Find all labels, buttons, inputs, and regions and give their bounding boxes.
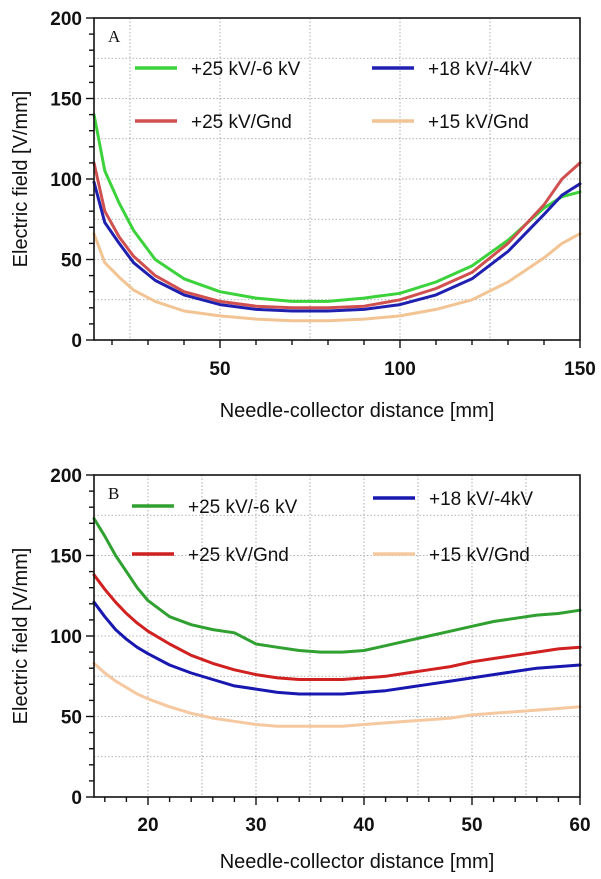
legend-item-4: +15 kV/Gnd <box>373 545 530 566</box>
legend-item-3: +25 kV/Gnd <box>132 545 289 566</box>
legend: +25 kV/-6 kV +18 kV/-4kV +25 kV/Gnd +15 kV/… <box>132 489 533 566</box>
legend-label: +15 kV/Gnd <box>428 112 529 133</box>
y-axis-title: Electric field [V/mm] <box>10 548 32 725</box>
y-tick-label: 0 <box>71 331 82 352</box>
series-line-4 <box>92 232 582 323</box>
legend-item-3: +25 kV/Gnd <box>135 112 292 133</box>
legend-label: +25 kV/Gnd <box>191 112 292 133</box>
gridlines <box>94 18 580 340</box>
x-tick-label: 100 <box>384 359 416 380</box>
y-tick-label: 50 <box>61 708 82 729</box>
y-tick-label: 150 <box>50 547 82 568</box>
y-tick-label: 100 <box>50 170 82 191</box>
y-tick-label: 50 <box>61 251 82 272</box>
y-tick-label: 100 <box>50 627 82 648</box>
legend-item-4: +15 kV/Gnd <box>372 112 529 133</box>
series-line-1 <box>92 517 582 654</box>
legend-item-1: +25 kV/-6 kV <box>132 497 298 518</box>
chart-panel-b: 0 50 100 150 200 20 30 40 50 60 Needle-collector d… <box>10 466 591 873</box>
x-tick-label: 150 <box>564 359 596 380</box>
x-tick-label: 40 <box>353 815 374 836</box>
legend-label: +25 kV/-6 kV <box>188 497 298 518</box>
legend-item-2: +18 kV/-4kV <box>372 59 532 80</box>
panel-label: B <box>108 484 119 503</box>
series-line-2 <box>92 180 582 313</box>
x-axis-title: Needle-collector distance [mm] <box>220 851 495 873</box>
y-axis-title: Electric field [V/mm] <box>10 91 32 268</box>
legend-label: +25 kV/Gnd <box>188 545 289 566</box>
y-tick-label: 200 <box>50 9 82 30</box>
series-line-3 <box>92 573 582 681</box>
y-tick-label: 150 <box>50 90 82 111</box>
x-tick-label: 50 <box>209 359 230 380</box>
series-line-4 <box>92 661 582 728</box>
x-tick-label: 20 <box>137 815 158 836</box>
legend-label: +15 kV/Gnd <box>429 545 530 566</box>
chart-panel-a: 0 50 100 150 200 50 100 150 Needle-collector dis… <box>10 9 596 422</box>
legend-item-2: +18 kV/-4kV <box>373 489 533 510</box>
y-tick-label: 200 <box>50 466 82 487</box>
gridlines <box>94 475 580 797</box>
x-tick-label: 60 <box>569 815 590 836</box>
x-tick-label: 30 <box>245 815 266 836</box>
legend-label: +18 kV/-4kV <box>428 59 532 80</box>
x-axis-title: Needle-collector distance [mm] <box>220 400 495 422</box>
legend-label: +25 kV/-6 kV <box>191 59 301 80</box>
legend-item-1: +25 kV/-6 kV <box>135 59 301 80</box>
panel-label: A <box>108 27 121 46</box>
series-line-3 <box>92 161 582 310</box>
legend-label: +18 kV/-4kV <box>429 489 533 510</box>
legend: +25 kV/-6 kV +18 kV/-4kV +25 kV/Gnd +15 kV/… <box>135 59 532 133</box>
series-line-2 <box>92 600 582 696</box>
y-tick-label: 0 <box>71 788 82 809</box>
x-tick-label: 50 <box>461 815 482 836</box>
